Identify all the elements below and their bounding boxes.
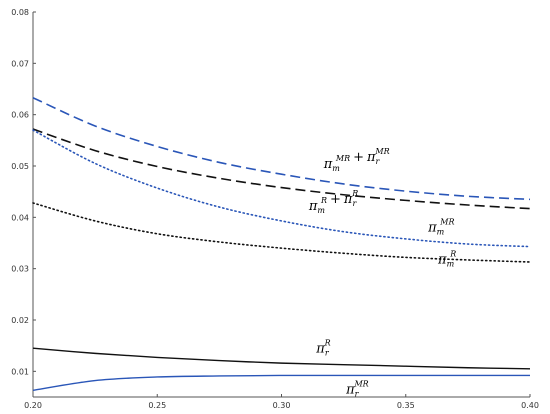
axes: 0.01 0.02 0.03 0.04 0.05 0.06 0.07 0.08 0.20 0.25…: [11, 8, 539, 410]
y-tick-label: 0.02: [11, 316, 29, 325]
y-tick-label: 0.04: [11, 213, 29, 222]
series-line-pi_r_r: [32, 347, 531, 370]
x-tick-label: 0.30: [273, 401, 291, 410]
curve-label-mr_sum: πmMR + πrMR: [323, 147, 390, 173]
x-tick-label: 0.35: [397, 401, 415, 410]
y-tick-label: 0.07: [11, 59, 29, 68]
y-tick-label: 0.03: [11, 265, 29, 274]
y-tick-label: 0.06: [11, 111, 29, 120]
curve-label-pi_r_r: πrR: [315, 338, 330, 357]
series-line-r_sum: [32, 128, 531, 210]
y-tick-label: 0.01: [11, 367, 29, 376]
series-line-pi_m_mr: [32, 129, 531, 248]
series-line-mr_sum: [32, 97, 531, 201]
series-group: [32, 97, 531, 392]
x-tick-label: 0.20: [24, 401, 42, 410]
curve-label-pi_m_r: πmR: [437, 250, 456, 269]
x-tick-label: 0.40: [521, 401, 539, 410]
curve-label-pi_m_mr: πmMR: [427, 218, 454, 237]
series-line-pi_m_r: [32, 202, 531, 263]
curve-label-r_sum: πmR + πrR: [308, 189, 358, 215]
series-line-pi_r_mr: [32, 374, 530, 392]
curve-label-pi_r_mr: πrMR: [345, 379, 369, 398]
x-tick-label: 0.25: [148, 401, 166, 410]
curve-labels: πmMR + πrMR πmR + πrR πmMR πmR πrR πrMR: [308, 147, 456, 398]
y-tick-label: 0.05: [11, 162, 29, 171]
y-tick-label: 0.08: [11, 8, 29, 17]
